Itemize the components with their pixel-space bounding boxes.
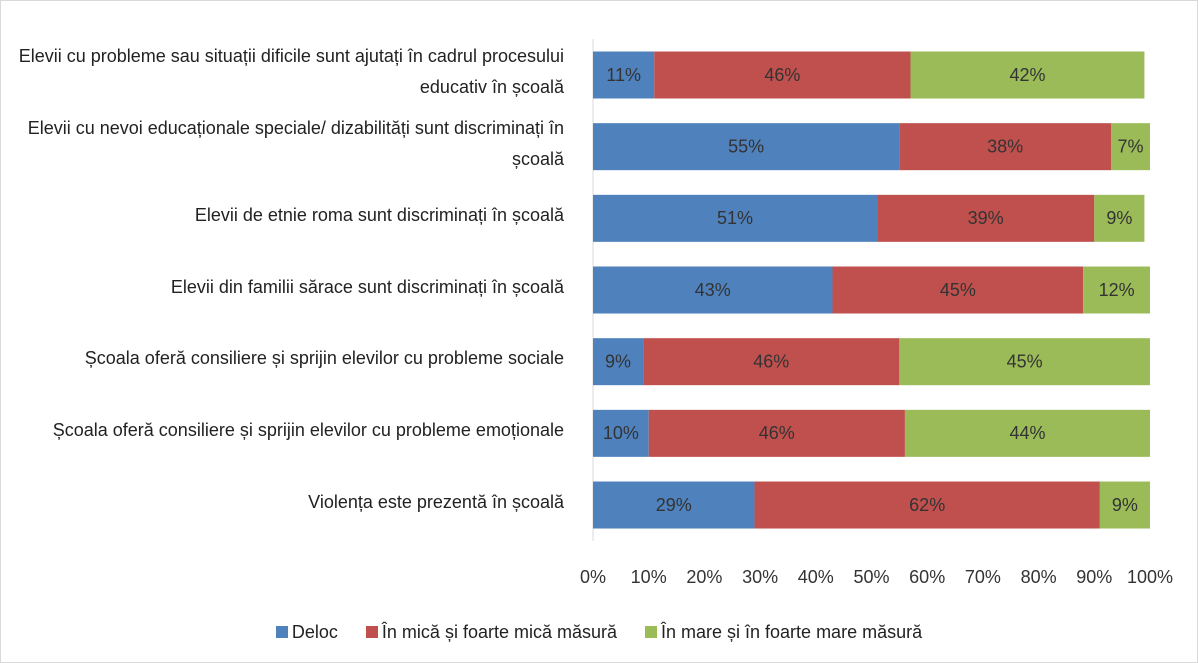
data-label: 10% bbox=[603, 423, 639, 443]
bar-segment bbox=[910, 51, 1145, 99]
bar-segment bbox=[899, 338, 1150, 386]
bar-segment bbox=[593, 194, 878, 242]
legend-label: În mică și foarte mică măsură bbox=[381, 621, 617, 642]
category-label: Școala oferă consiliere și sprijin elevi… bbox=[52, 419, 564, 440]
data-label: 45% bbox=[940, 280, 976, 300]
bar-segment bbox=[832, 266, 1084, 314]
legend-swatch bbox=[275, 626, 288, 638]
legend-item: În mare și în foarte mare măsură bbox=[645, 622, 922, 643]
data-label: 44% bbox=[1009, 423, 1045, 443]
legend-swatch bbox=[365, 626, 378, 638]
legend-item: Deloc bbox=[275, 621, 338, 643]
bar-segment bbox=[593, 51, 655, 99]
data-label: 39% bbox=[968, 208, 1004, 228]
category-label: Elevii cu nevoi educaționale speciale/ d… bbox=[27, 117, 564, 169]
data-label: 46% bbox=[753, 351, 789, 371]
bar-segment bbox=[899, 123, 1112, 171]
bar-segment bbox=[593, 338, 644, 386]
legend-label: Deloc bbox=[291, 621, 338, 642]
x-tick-label: 80% bbox=[1021, 567, 1057, 587]
data-label: 7% bbox=[1117, 136, 1143, 156]
data-label: 51% bbox=[717, 208, 753, 228]
bar-segment bbox=[754, 481, 1100, 529]
data-label: 62% bbox=[909, 495, 945, 515]
x-tick-label: 10% bbox=[631, 567, 667, 587]
x-tick-label: 90% bbox=[1076, 567, 1112, 587]
x-tick-label: 40% bbox=[798, 567, 834, 587]
x-tick-label: 60% bbox=[909, 567, 945, 587]
bar-segment bbox=[1099, 481, 1150, 529]
x-tick-label: 70% bbox=[965, 567, 1001, 587]
data-label: 46% bbox=[764, 65, 800, 85]
bar-segment bbox=[643, 338, 900, 386]
data-label: 11% bbox=[606, 65, 641, 85]
bar-segment bbox=[593, 409, 649, 457]
data-label: 9% bbox=[1112, 495, 1138, 515]
x-tick-label: 50% bbox=[853, 567, 889, 587]
data-label: 45% bbox=[1007, 351, 1043, 371]
category-label: Elevii cu probleme sau situații dificile… bbox=[18, 45, 564, 97]
data-label: 9% bbox=[1106, 208, 1132, 228]
data-label: 43% bbox=[695, 280, 731, 300]
bar-segment bbox=[654, 51, 911, 99]
bar-segment bbox=[593, 123, 900, 171]
bar-segment bbox=[648, 409, 905, 457]
category-label: Violența este prezentă în școală bbox=[308, 491, 564, 512]
x-tick-label: 30% bbox=[742, 567, 778, 587]
category-label: Școala oferă consiliere și sprijin elevi… bbox=[84, 348, 564, 369]
data-label: 12% bbox=[1099, 280, 1135, 300]
bar-segment bbox=[593, 481, 755, 529]
category-label: Elevii din familii sărace sunt discrimin… bbox=[170, 276, 564, 297]
bar-segment bbox=[1083, 266, 1150, 314]
data-label: 9% bbox=[605, 351, 631, 371]
x-tick-label: 0% bbox=[580, 567, 606, 587]
legend-swatch bbox=[645, 626, 657, 638]
bar-segment bbox=[1111, 123, 1150, 171]
data-label: 29% bbox=[656, 495, 692, 515]
bar-segment bbox=[904, 409, 1150, 457]
legend-item: În mică și foarte mică măsură bbox=[365, 621, 617, 643]
bar-segment bbox=[1094, 194, 1145, 242]
bar-segment bbox=[593, 266, 833, 314]
legend: Deloc În mică și foarte mică măsură În mar… bbox=[0, 618, 1198, 646]
data-label: 42% bbox=[1009, 65, 1045, 85]
data-label: 38% bbox=[987, 136, 1023, 156]
legend-label: În mare și în foarte mare măsură bbox=[661, 621, 923, 642]
data-label: 55% bbox=[728, 136, 764, 156]
x-tick-label: 100% bbox=[1127, 567, 1173, 587]
data-label: 46% bbox=[759, 423, 795, 443]
category-label: Elevii de etnie roma sunt discriminați î… bbox=[194, 204, 564, 225]
x-tick-label: 20% bbox=[686, 567, 722, 587]
bar-segment bbox=[877, 194, 1095, 242]
